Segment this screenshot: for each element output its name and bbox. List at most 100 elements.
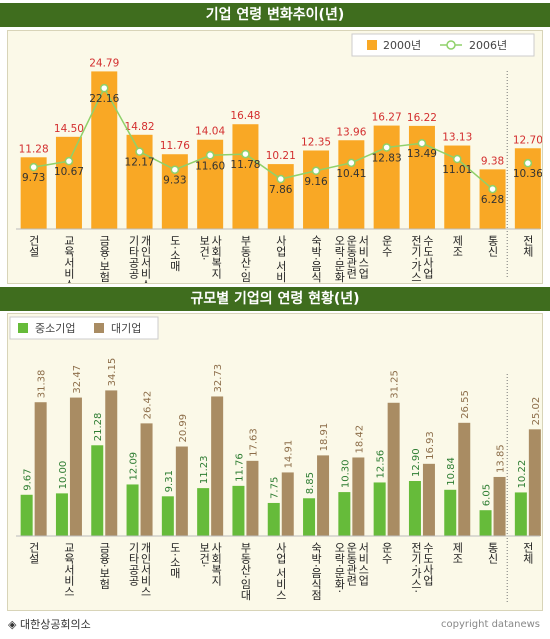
chart2-legend-label-small: 중소기업 (35, 322, 75, 335)
chart1-bar-label-13: 9.38 (481, 155, 504, 167)
chart2-category-10-line-0: 운수 (380, 542, 393, 564)
chart2-category-6-line-0: 부동산·임대 (239, 542, 252, 601)
chart1-point-label-12: 11.01 (442, 164, 472, 176)
chart1-point-13 (488, 184, 497, 194)
chart2-category-1-line-0: 교육서비스 (62, 542, 75, 597)
chart1-category-6-line-0: 부동산·임대 (239, 235, 252, 283)
chart2-bar-small-13 (479, 510, 492, 536)
chart2-bar-small-3 (126, 484, 139, 536)
chart2-bar-small-9 (338, 492, 351, 536)
chart1-point-1 (64, 156, 74, 166)
chart1-bar-label-9: 13.96 (336, 126, 366, 138)
chart1-category-7-line-0: 사업 서비스 (274, 235, 287, 283)
chart1-bar-label-3: 14.82 (125, 121, 155, 133)
chart1-bar-7 (267, 164, 294, 229)
chart2-label-large-7: 14.91 (284, 440, 295, 469)
chart2-category-3-line-1: 개인서비스 (139, 542, 152, 597)
chart1-category-9-line-1: 운동관련 (345, 235, 358, 279)
chart1-category-12-line-0: 제조 (451, 235, 464, 257)
chart1-bar-label-7: 10.21 (266, 150, 296, 162)
chart1-point-3 (135, 147, 144, 156)
chart1-point-label-0: 9.73 (22, 172, 45, 184)
chart2-legend-box (9, 316, 159, 340)
chart2-category-5-line-1: 사회복지 (210, 542, 223, 586)
chart2-bar-large-1 (69, 397, 82, 536)
chart2-legend-swatch-small (18, 323, 28, 333)
chart1-point-11 (417, 138, 427, 148)
chart2-bar-large-10 (387, 402, 400, 536)
chart2-label-small-9: 10.30 (340, 459, 351, 488)
chart2-label-small-3: 12.09 (129, 452, 140, 481)
chart2-bar-large-9 (352, 457, 365, 536)
chart2-category-14-line-0: 전체 (521, 542, 534, 564)
chart2-bar-small-0 (20, 494, 33, 536)
chart1-point-label-5: 11.60 (195, 160, 225, 172)
chart2-category-9-line-0: 오락·문화· (333, 542, 346, 593)
chart2-category-11-line-0: 전기·가스· (409, 542, 422, 593)
chart1-legend-label-line: 2006년 (469, 39, 507, 52)
chart1-point-label-2: 22.16 (89, 93, 119, 105)
chart1-title: 기업 연령 변화추이(년) (0, 3, 550, 27)
chart1-bar-label-1: 14.50 (54, 123, 84, 135)
chart2-label-large-11: 16.93 (425, 431, 436, 460)
chart1-svg: 2000년 2006년 11.28 14.50 24.79 14.82 11.76 14.04… (16, 33, 543, 294)
chart1-point-label-11: 13.49 (407, 148, 437, 160)
chart1-bar-6 (232, 124, 259, 229)
chart2-label-large-6: 17.63 (248, 428, 259, 457)
chart2-category-9-line-1: 운동관련 (345, 542, 358, 586)
copyright-note: copyright datanews (441, 619, 540, 630)
chart1-point-6 (241, 149, 250, 159)
chart1-category-3-line-0: 기타공공 (127, 235, 140, 279)
chart1-point-8 (311, 166, 321, 176)
chart1-point-label-4: 9.33 (163, 175, 186, 187)
chart2-category-0-line-0: 건설 (27, 542, 40, 564)
chart2-bar-small-10 (373, 482, 386, 536)
chart2-label-large-13: 13.85 (496, 444, 507, 473)
chart2-bar-large-11 (422, 463, 435, 536)
chart1-point-label-6: 11.78 (230, 159, 260, 171)
chart2-label-large-4: 20.99 (178, 414, 189, 443)
chart1-point-label-10: 12.83 (372, 152, 402, 164)
chart1-point-label-1: 10.67 (54, 166, 84, 178)
chart1-category-11-line-1: 수도사업 (421, 235, 434, 279)
chart2-label-small-6: 11.76 (234, 453, 245, 482)
chart2-bar-large-4 (175, 446, 188, 536)
chart1-category-4-line-0: 도·소매 (168, 235, 181, 272)
chart1-bar-9 (338, 140, 365, 229)
chart2-category-9-line-2: 서비스업 (357, 542, 370, 586)
chart2-bar-large-6 (246, 460, 259, 536)
chart2-label-large-9: 18.42 (354, 425, 365, 454)
chart1-category-8-line-0: 숙박·음식점 (310, 235, 323, 283)
chart2-category-12-line-0: 제조 (451, 542, 464, 564)
chart1-series-line (33, 86, 494, 190)
chart1-point-label-3: 12.17 (125, 157, 155, 169)
chart2-svg: 중소기업 대기업 9.67 31.38 10.00 32.47 21.28 34.15 12.0… (9, 316, 542, 604)
chart2-panel: 중소기업 대기업 9.67 31.38 10.00 32.47 21.28 34.15 12.0… (7, 313, 543, 611)
chart2-label-large-3: 26.42 (143, 391, 154, 420)
chart2-legend-swatch-large (94, 323, 104, 333)
chart1-point-5 (205, 151, 215, 160)
chart2-label-small-4: 9.31 (164, 470, 175, 492)
chart2-label-small-12: 10.84 (446, 457, 457, 486)
chart2-bar-small-11 (408, 481, 421, 536)
chart1-bar-label-2: 24.79 (89, 57, 119, 69)
chart2-category-11-line-1: 수도사업 (421, 542, 434, 586)
chart2-bar-small-5 (197, 488, 210, 536)
chart1-point-9 (347, 158, 356, 168)
chart1-bar-13 (479, 169, 506, 229)
chart1-category-11-line-0: 전기·가스· (409, 235, 422, 283)
chart2-bar-small-4 (161, 496, 174, 536)
chart1-point-4 (170, 165, 180, 174)
chart2-legend-label-large: 대기업 (111, 322, 141, 335)
chart2-bar-small-7 (267, 502, 280, 536)
chart1-bar-label-12: 13.13 (442, 132, 472, 144)
chart2-bar-large-3 (140, 423, 153, 536)
chart1-bar-2 (91, 71, 118, 229)
chart1-bar-label-4: 11.76 (160, 140, 190, 152)
chart2-bar-large-2 (105, 390, 118, 536)
chart1-bar-label-6: 16.48 (230, 110, 260, 122)
chart2-label-small-11: 12.90 (411, 448, 422, 477)
chart1-category-5-line-1: 사회복지 (210, 235, 223, 279)
chart2-category-8-line-0: 숙박·음식점 (310, 542, 323, 601)
chart1-point-label-13: 6.28 (481, 194, 504, 206)
